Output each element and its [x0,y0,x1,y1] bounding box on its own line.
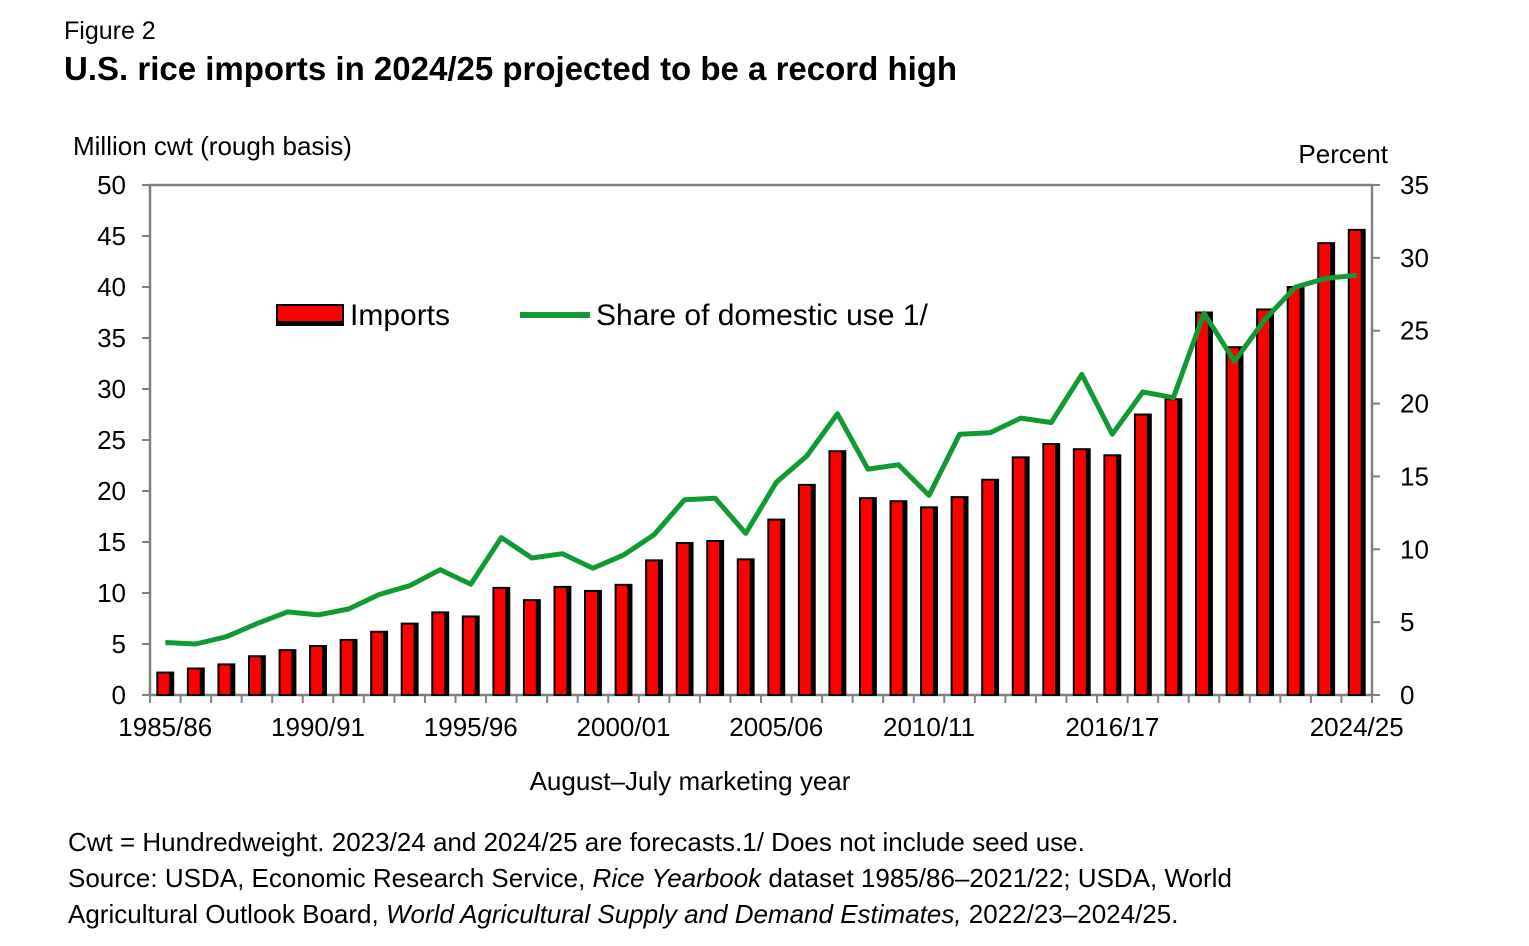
x-tick-label: 2010/11 [883,712,975,742]
right-tick-label: 35 [1400,170,1429,200]
imports-bar-shadow [383,631,388,695]
left-tick-label: 0 [112,680,126,710]
legend-share-label: Share of domestic use 1/ [596,299,929,332]
imports-bar-shadow [932,507,937,695]
imports-bar-shadow [321,646,326,695]
source-text-2: Agricultural Outlook Board, [68,899,386,929]
imports-bar-shadow [1085,449,1090,695]
source-title-italic: Rice Yearbook [592,863,762,893]
x-axis-label: August–July marketing year [530,766,851,796]
imports-bar-shadow [352,639,357,695]
right-tick-label: 10 [1400,534,1429,564]
left-tick-label: 25 [97,425,126,455]
imports-bar-shadow [169,672,174,695]
right-tick-label: 15 [1400,461,1429,491]
left-tick-label: 45 [97,221,126,251]
imports-bar-shadow [505,587,510,695]
imports-bar-shadow [1360,229,1365,695]
right-tick-label: 20 [1400,389,1429,419]
left-tick-label: 40 [97,272,126,302]
imports-bar-shadow [994,479,999,695]
legend-imports-label: Imports [350,299,450,332]
left-axis-ticks: 0 5 10 15 20 25 30 35 40 45 50 [97,170,150,710]
imports-bar-shadow [596,590,601,695]
imports-bar-shadow [1024,457,1029,695]
imports-bar-shadow [566,586,571,695]
right-tick-label: 25 [1400,316,1429,346]
imports-bar-shadow [1299,287,1304,695]
x-tick-label: 2024/25 [1310,712,1404,742]
imports-bar-shadow [1055,444,1060,695]
source-text: Source: USDA, Economic Research Service, [68,863,593,893]
chart: Million cwt (rough basis) Percent August… [73,131,1429,796]
share-line [165,272,1357,647]
imports-bars [156,228,1366,697]
imports-bar-shadow [780,519,785,695]
left-tick-label: 20 [97,476,126,506]
left-tick-label: 30 [97,374,126,404]
right-tick-label: 5 [1400,607,1414,637]
right-axis-ticks: 0 5 10 15 20 25 30 35 [1372,170,1429,710]
left-tick-label: 5 [112,629,126,659]
imports-bar-shadow [1177,399,1182,695]
footnotes: Cwt = Hundredweight. 2023/24 and 2024/25… [68,824,1232,932]
footnote-line-3: Agricultural Outlook Board, World Agricu… [68,896,1232,932]
imports-bar-shadow [474,616,479,695]
left-tick-label: 35 [97,323,126,353]
imports-bar-shadow [688,543,693,695]
x-tick-label: 2005/06 [729,712,823,742]
legend: Imports Share of domestic use 1/ [276,299,929,332]
imports-bar-shadow [810,484,815,695]
x-tick-label: 1990/91 [271,712,365,742]
footnote-line-1: Cwt = Hundredweight. 2023/24 and 2024/25… [68,827,1085,857]
right-axis-label: Percent [1298,139,1388,169]
imports-bar-shadow [1238,347,1243,695]
imports-bar-shadow [658,560,663,695]
x-tick-label: 2016/17 [1065,712,1159,742]
imports-bar-shadow [841,451,846,695]
source-text-cont: dataset 1985/86–2021/22; USDA, World [761,863,1232,893]
plot-frame [148,183,1374,697]
imports-bar-shadow [230,664,235,695]
imports-bar-shadow [291,650,296,695]
x-tick-label: 2000/01 [577,712,671,742]
left-axis-label: Million cwt (rough basis) [73,131,352,161]
x-tick-label: 1985/86 [118,712,212,742]
x-axis-ticks: 1985/86 1990/91 1995/96 2000/01 2005/06 2010/… [118,695,1404,742]
chart-title: U.S. rice imports in 2024/25 projected t… [64,50,958,87]
imports-bar-shadow [199,668,204,695]
right-tick-label: 0 [1400,680,1414,710]
imports-bar-shadow [719,540,724,695]
x-tick-label: 1995/96 [424,712,518,742]
left-tick-label: 10 [97,578,126,608]
imports-bar-shadow [535,600,540,695]
imports-bar-shadow [444,612,449,695]
imports-bar-shadow [1269,309,1274,695]
imports-bar-shadow [902,501,907,695]
imports-bar-shadow [627,584,632,695]
imports-bar-shadow [1207,312,1212,695]
imports-bar-shadow [749,559,754,695]
imports-bar-shadow [413,623,418,695]
footnote-line-2: Source: USDA, Economic Research Service,… [68,860,1232,896]
imports-bar-shadow [260,656,265,695]
imports-bar-shadow [963,497,968,695]
imports-bar-shadow [1116,455,1121,695]
left-tick-label: 50 [97,170,126,200]
imports-bar-shadow [871,498,876,695]
source-text-2-cont: 2022/23–2024/25. [961,899,1179,929]
right-tick-label: 30 [1400,243,1429,273]
imports-bar-shadow [1146,414,1151,695]
source-title-italic-2: World Agricultural Supply and Demand Est… [385,899,962,929]
figure-label: Figure 2 [64,17,156,45]
imports-bar-shadow [1330,243,1335,695]
left-tick-label: 15 [97,527,126,557]
legend-imports-swatch-shadow [277,321,343,326]
